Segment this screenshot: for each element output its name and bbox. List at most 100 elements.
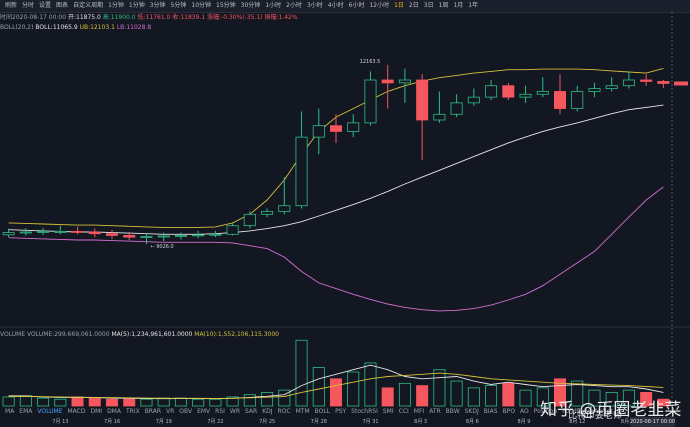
volume-bar-26	[450, 380, 463, 407]
candle-body-37	[640, 79, 653, 82]
indicator-tab-mtm[interactable]: MTM	[295, 408, 310, 415]
volume-bar-29	[502, 382, 515, 407]
volume-bar-3	[54, 398, 67, 407]
date-axis: 7月 13 7月 16 7月 19 7月 22 7月 25 7月 28 7月 31 8月 3 8…	[0, 417, 690, 427]
ohlc-date: 时间2020-08-17 00:00	[0, 14, 67, 21]
indicator-tab-kdj[interactable]: KDJ	[262, 408, 273, 415]
candle-body-24	[416, 79, 429, 121]
candle-body-22	[381, 79, 394, 84]
indicator-tab-boll[interactable]: BOLL	[314, 408, 331, 415]
date-label-6: 7月 31	[362, 419, 379, 425]
toolbar-item-10[interactable]: 15分钟	[216, 2, 236, 9]
candle-body-14	[243, 213, 256, 227]
indicator-tab-smi[interactable]: SMI	[382, 408, 394, 415]
indicator-tab-skdj[interactable]: SKDJ	[464, 408, 479, 415]
volume-bar-14	[243, 394, 256, 407]
toolbar-item-17[interactable]: 12小时	[369, 2, 390, 9]
volume-bar-22	[381, 387, 394, 407]
candle-body-26	[450, 102, 463, 115]
indicator-tab-stochrsi[interactable]: StochRSI	[351, 408, 378, 415]
toolbar-item-9[interactable]: 10分钟	[191, 2, 212, 9]
toolbar-item-20[interactable]: 3日	[423, 2, 434, 9]
toolbar-item-6[interactable]: 1分钟	[128, 2, 145, 9]
candle-body-20	[347, 122, 360, 132]
date-label-3: 7月 22	[207, 419, 224, 425]
indicator-tab-sar[interactable]: SAR	[245, 408, 258, 415]
crosshair-date-label: 2020-08-17 00:00	[630, 417, 676, 427]
toolbar-item-16[interactable]: 6小时	[348, 2, 365, 9]
boll-mid-value: BOLL:11065.9	[35, 24, 78, 31]
volume-ma10-value: MA(10):1,552,106,115.3000	[194, 331, 279, 338]
volume-bar-4	[71, 396, 84, 407]
indicator-tab-macd[interactable]: MACD	[67, 408, 86, 415]
toolbar-item-15[interactable]: 4小时	[327, 2, 344, 9]
indicator-tab-ai-net[interactable]: AI-Net	[594, 408, 613, 415]
toolbar-item-4[interactable]: 自定义周期	[73, 2, 104, 9]
indicator-tab-roc[interactable]: ROC	[277, 408, 291, 415]
indicator-tab-dma[interactable]: DMA	[107, 408, 121, 415]
indicator-tab-mfi[interactable]: MFI	[413, 408, 425, 415]
toolbar-item-1[interactable]: 分时	[22, 2, 35, 9]
toolbar-item-8[interactable]: 5分钟	[170, 2, 187, 9]
indicator-tab-dmi[interactable]: DMI	[90, 408, 103, 415]
toolbar-item-5[interactable]: 1分钟	[108, 2, 124, 9]
volume-bar-25	[433, 369, 446, 407]
candle-body-31	[536, 91, 549, 95]
toolbar-item-7[interactable]: 3分钟	[149, 2, 166, 9]
indicator-tab-cci[interactable]: CCI	[398, 408, 409, 415]
candle-body-36	[622, 79, 635, 87]
indicator-tab-trix[interactable]: TRIX	[125, 408, 140, 415]
toolbar-item-19[interactable]: 2日	[408, 2, 419, 9]
date-label-4: 7月 25	[259, 419, 276, 425]
toolbar-item-2[interactable]: 设置	[39, 2, 52, 9]
toolbar-item-21[interactable]: 1周	[438, 2, 449, 9]
indicator-tab-bbw[interactable]: BBW	[445, 408, 460, 415]
volume-bar-15	[261, 391, 274, 407]
ohlc-amplitude: 振幅:1.42%	[264, 14, 298, 21]
toolbar-item-11[interactable]: 30分钟	[240, 2, 261, 9]
candle-body-33	[571, 91, 584, 109]
toolbar-item-13[interactable]: 2小时	[286, 2, 302, 9]
ohlc-change: 涨幅:-0.30%(-35.1)	[207, 14, 263, 21]
toolbar-item-14[interactable]: 3小时	[306, 2, 323, 9]
indicator-tab-bpo[interactable]: BPO	[502, 408, 516, 415]
indicator-tab-ma[interactable]: MA	[5, 408, 15, 415]
indicator-tab-position[interactable]: Position	[533, 408, 558, 415]
toolbar-item-18[interactable]: 1日	[394, 2, 404, 9]
toolbar-item-12[interactable]: 1小时	[265, 2, 282, 9]
indicator-tab-volume[interactable]: VOLUME	[37, 408, 63, 415]
indicator-tab-atr[interactable]: ATR	[429, 408, 441, 415]
volume-bar-17	[295, 339, 308, 407]
indicator-tab-fundflow[interactable]: Fundflow	[562, 408, 590, 415]
indicator-tab-emv[interactable]: EMV	[197, 408, 211, 415]
volume-bar-28	[485, 385, 498, 407]
indicator-tab-rsi[interactable]: RSI	[215, 408, 225, 415]
volume-bar-32	[554, 378, 567, 407]
indicator-tab-wr[interactable]: WR	[229, 408, 240, 415]
boll-name: BOLL(20,2)	[0, 24, 34, 31]
indicator-tab-ao[interactable]: AO	[520, 408, 529, 415]
volume-bar-13	[226, 396, 239, 407]
toolbar-item-23[interactable]: 1年	[468, 2, 479, 9]
volume-bar-36	[622, 389, 635, 407]
indicator-tab-ema[interactable]: EMA	[19, 408, 33, 415]
toolbar-item-3[interactable]: 图表	[56, 2, 69, 9]
date-label-2: 7月 19	[155, 419, 172, 425]
ohlc-open: 开:11875.0	[68, 14, 101, 21]
toolbar-item-22[interactable]: 1月	[453, 2, 464, 9]
volume-bar-33	[571, 380, 584, 407]
indicator-tab-bias[interactable]: BIAS	[483, 408, 498, 415]
volume-bar-5	[88, 397, 101, 407]
candle-body-3	[54, 231, 67, 233]
indicator-tab-brar[interactable]: BRAR	[144, 408, 162, 415]
candle-body-30	[519, 93, 532, 98]
candle-body-32	[554, 91, 567, 109]
indicator-tab-obv[interactable]: OBV	[179, 408, 193, 415]
date-label-0: 7月 13	[52, 419, 69, 425]
indicator-tab-vr[interactable]: VR	[166, 408, 175, 415]
volume-bar-0	[2, 396, 15, 407]
toolbar-item-0[interactable]: 刷新	[5, 2, 18, 9]
zhihu-watermark: 知乎 @币圈老韭菜	[540, 400, 682, 420]
indicator-tab-psy[interactable]: PSY	[335, 408, 347, 415]
